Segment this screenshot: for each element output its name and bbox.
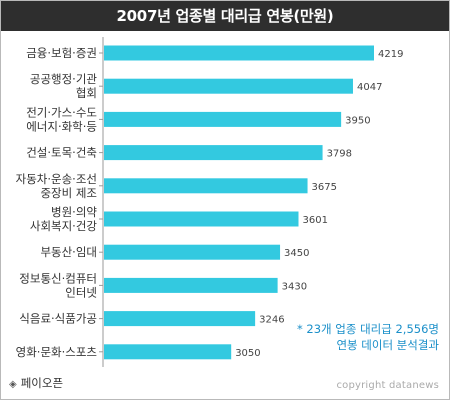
data-label: 3050 (235, 348, 260, 359)
category-label: 식음료·식품가공 (19, 312, 97, 326)
bar (104, 178, 308, 194)
bar (104, 145, 323, 161)
source-label: ◈ 페이오픈 (9, 375, 63, 391)
category-label: 영화·문화·스포츠 (16, 345, 97, 359)
data-label: 3950 (345, 115, 370, 126)
data-label: 4047 (357, 82, 382, 93)
category-label: 에너지·화학·등 (26, 119, 97, 133)
category-label: 공공행정·기관 (30, 72, 98, 86)
data-label: 3798 (327, 149, 352, 160)
category-label: 인터넷 (65, 285, 97, 299)
category-label: 자동차·운송·조선 (16, 172, 97, 186)
diamond-icon: ◈ (9, 379, 17, 390)
category-label: 협회 (76, 86, 97, 100)
bar (104, 344, 232, 360)
category-label: 건설·토목·건축 (26, 146, 97, 160)
data-label: 4219 (378, 49, 403, 60)
footnote-line-1: * 23개 업종 대리급 2,556명 (297, 322, 439, 336)
bar (104, 111, 342, 127)
category-label: 부동산·임대 (40, 245, 97, 259)
data-label: 3675 (312, 182, 337, 193)
bar (104, 244, 281, 260)
source-text: 페이오픈 (20, 376, 64, 390)
bar (104, 78, 353, 94)
copyright-text: copyright datanews (336, 380, 439, 391)
footnote-line-2: 연봉 데이터 분석결과 (336, 338, 439, 352)
bar (104, 45, 374, 61)
data-label: 3430 (282, 281, 307, 292)
category-label: 정보통신·컴퓨터 (19, 271, 97, 285)
category-label: 전기·가스·수도 (26, 105, 97, 119)
footnote: * 23개 업종 대리급 2,556명 연봉 데이터 분석결과 (297, 321, 439, 353)
category-label: 금융·보험·증권 (26, 46, 97, 60)
bar (104, 311, 256, 327)
bar (104, 211, 299, 227)
data-label: 3601 (303, 215, 328, 226)
category-label: 중장비 제조 (40, 186, 97, 200)
chart-title: 2007년 업종별 대리급 연봉(만원) (1, 1, 449, 31)
bar (104, 277, 278, 293)
category-label: 병원·의약 (51, 205, 97, 219)
category-label: 사회복지·건강 (30, 219, 98, 233)
data-label: 3450 (284, 248, 309, 259)
data-label: 3246 (259, 315, 284, 326)
